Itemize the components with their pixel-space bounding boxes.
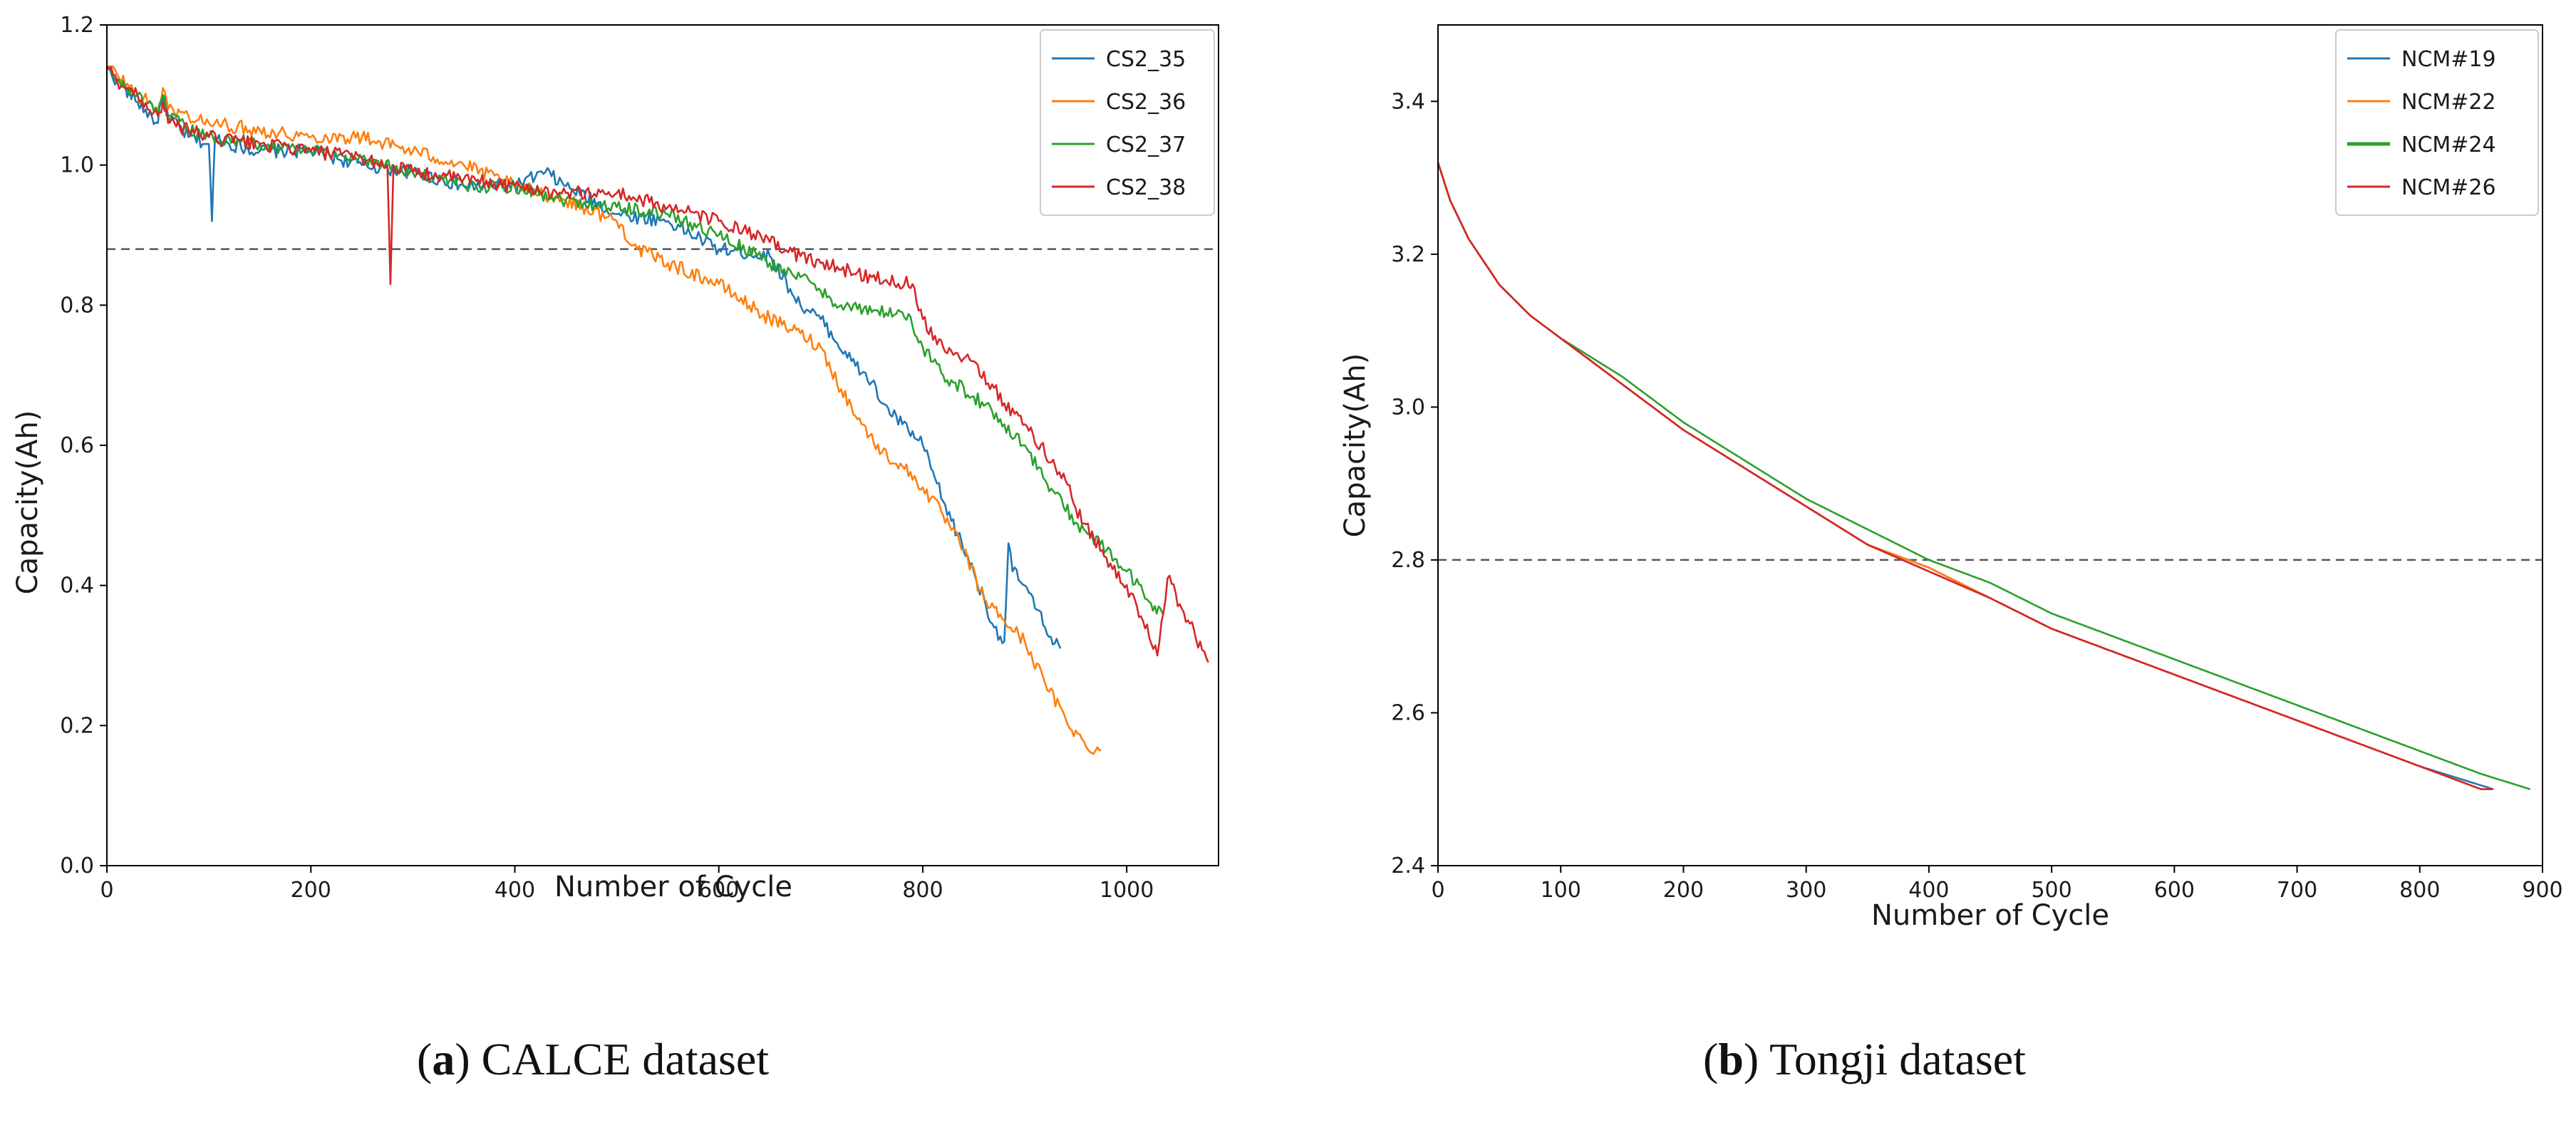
x-tick-label: 400 (1908, 878, 1949, 903)
series-line-cs2-35 (107, 66, 1062, 649)
caption-b-text: Tongji dataset (1769, 1034, 2026, 1084)
x-axis-label: Number of Cycle (1871, 899, 2109, 932)
x-tick-label: 0 (1431, 878, 1444, 903)
series-line-cs2-38 (107, 66, 1209, 663)
x-tick-label: 800 (902, 878, 943, 903)
legend-entry: NCM#24 (2401, 133, 2496, 157)
y-tick-label: 2.8 (1391, 548, 1425, 573)
x-tick-label: 0 (100, 878, 113, 903)
x-tick-label: 600 (698, 878, 739, 903)
series-line-cs2-37 (107, 66, 1164, 615)
y-tick-label: 0.2 (60, 713, 94, 738)
y-tick-label: 1.0 (60, 153, 94, 178)
legend-box (1040, 29, 1215, 216)
x-tick-label: 400 (495, 878, 535, 903)
legend-entry: CS2_37 (1106, 133, 1186, 157)
legend: NCM#19 NCM#22 NCM#24 NCM#26 (2335, 29, 2539, 216)
x-tick-label: 300 (1786, 878, 1826, 903)
chart-panel-calce: Capacity(Ah) Number of Cycle 0 200 400 600 8… (11, 13, 1219, 903)
y-tick-label: 0.4 (60, 574, 94, 598)
y-tick-label: 0.6 (60, 433, 94, 458)
x-tick-label: 600 (2154, 878, 2195, 903)
legend: CS2_35 CS2_36 CS2_37 CS2_38 (1040, 29, 1215, 216)
y-tick-label: 3.2 (1391, 242, 1425, 267)
caption-a-text: CALCE dataset (481, 1034, 770, 1084)
y-tick-label: 0.0 (60, 854, 94, 878)
legend-entry: NCM#19 (2401, 47, 2496, 72)
legend-entry: NCM#26 (2401, 175, 2496, 200)
legend-entry: CS2_38 (1106, 175, 1186, 200)
y-tick-label: 2.4 (1391, 854, 1425, 878)
y-axis-label: Capacity(Ah) (11, 410, 44, 595)
legend-entry: NCM#22 (2401, 90, 2496, 115)
series-line-ncm-26 (1438, 162, 2494, 790)
y-tick-label: 2.6 (1391, 700, 1425, 725)
x-axis-label: Number of Cycle (554, 871, 792, 903)
chart-panel-tongji: Capacity(Ah) Number of Cycle 0 100 200 300 4… (1339, 24, 2563, 932)
caption-a: (a) CALCE dataset (417, 1034, 770, 1084)
x-tick-label: 200 (1663, 878, 1704, 903)
legend-box (2335, 29, 2539, 216)
legend-entry: CS2_35 (1106, 47, 1186, 72)
x-tick-label: 500 (2031, 878, 2071, 903)
x-tick-label: 700 (2277, 878, 2317, 903)
x-tick-label: 1000 (1100, 878, 1154, 903)
plot-frame (1437, 24, 2543, 866)
caption-a-letter: a (432, 1034, 455, 1084)
legend-entry: CS2_36 (1106, 90, 1186, 115)
series-line-cs2-36 (107, 65, 1102, 755)
x-tick-label: 800 (2399, 878, 2440, 903)
y-tick-label: 3.0 (1391, 395, 1425, 420)
y-tick-label: 3.4 (1391, 89, 1425, 114)
y-tick-label: 1.2 (60, 13, 94, 38)
caption-b-letter: b (1718, 1034, 1744, 1084)
series-line-ncm-24 (1438, 162, 2531, 790)
x-tick-label: 200 (291, 878, 331, 903)
x-tick-label: 900 (2522, 878, 2562, 903)
y-axis-label: Capacity(Ah) (1339, 353, 1372, 538)
y-tick-label: 0.8 (60, 293, 94, 318)
caption-b: (b) Tongji dataset (1703, 1034, 2026, 1084)
x-tick-label: 100 (1541, 878, 1581, 903)
